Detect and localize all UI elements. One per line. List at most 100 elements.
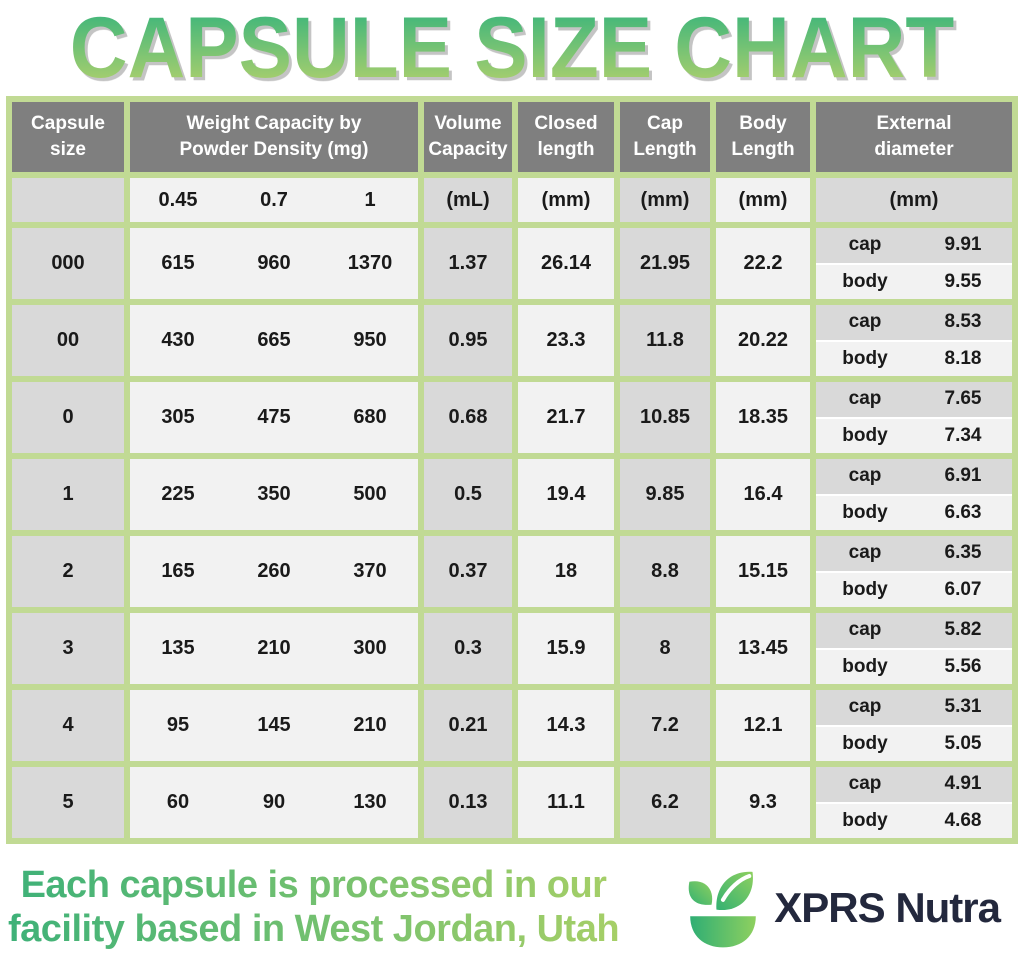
external-body-label: body: [842, 424, 888, 446]
weight-at-07: 665: [257, 329, 291, 351]
closed-length-cell: 11.1: [518, 767, 614, 838]
cap-length-cell: 6.2: [620, 767, 710, 838]
cap-length-cell: 7.2: [620, 690, 710, 761]
weight-at-045: 225: [161, 483, 195, 505]
unit-cap-cell: (mm): [620, 178, 710, 222]
external-cap-row: cap 7.65: [816, 382, 1012, 417]
weight-at-045: 135: [161, 637, 195, 659]
header-external-diameter: External diameter: [816, 102, 1012, 172]
body-length-cell: 20.22: [716, 305, 810, 376]
leaf-bowl-icon: [688, 871, 757, 948]
external-body-row: body 9.55: [816, 264, 1012, 299]
weight-capacity-cell: 430 665 950: [130, 305, 418, 376]
weight-capacity-cell: 135 210 300: [130, 613, 418, 684]
weight-at-07: 475: [257, 406, 291, 428]
page-title-wrap: CAPSULE SIZE CHART: [0, 0, 1024, 96]
body-length-cell: 9.3: [716, 767, 810, 838]
capsule-size-cell: 1: [12, 459, 124, 530]
unit-densities-cell: 0.45 0.7 1: [130, 178, 418, 222]
external-diameter-cell: cap 4.91 body 4.68: [816, 767, 1012, 838]
weight-at-1: 300: [353, 637, 387, 659]
external-diameter-cell: cap 5.82 body 5.56: [816, 613, 1012, 684]
external-diameter-cell: cap 7.65 body 7.34: [816, 382, 1012, 453]
header-body-line2: Length: [731, 139, 795, 160]
external-body-row: body 4.68: [816, 803, 1012, 838]
unit-external-cell: (mm): [816, 178, 1012, 222]
external-cap-value: 4.91: [944, 773, 982, 795]
capsule-size-cell: 4: [12, 690, 124, 761]
external-cap-label: cap: [848, 619, 882, 641]
capsule-size-cell: 000: [12, 228, 124, 299]
body-length-cell: 15.15: [716, 536, 810, 607]
header-weight-line1: Weight Capacity by: [186, 113, 362, 135]
header-closed-line2: length: [537, 139, 595, 160]
external-cap-row: cap 6.35: [816, 536, 1012, 571]
weight-at-1: 950: [353, 329, 387, 351]
density-07: 0.7: [260, 188, 288, 211]
external-body-value: 5.56: [944, 655, 982, 677]
header-weight-line2: Powder Density (mg): [179, 139, 369, 160]
external-cap-label: cap: [848, 773, 882, 795]
external-body-row: body 5.56: [816, 649, 1012, 684]
weight-at-07: 210: [257, 637, 291, 659]
volume-capacity-cell: 0.37: [424, 536, 512, 607]
tagline-line2: facility based in West Jordan, Utah: [8, 907, 620, 950]
weight-at-1: 210: [353, 714, 387, 736]
body-length-cell: 22.2: [716, 228, 810, 299]
volume-capacity-cell: 0.5: [424, 459, 512, 530]
external-diameter-cell: cap 8.53 body 8.18: [816, 305, 1012, 376]
weight-at-045: 165: [161, 560, 195, 582]
external-cap-row: cap 4.91: [816, 767, 1012, 802]
header-capsule-size-label: Capsule size: [31, 113, 105, 160]
external-cap-row: cap 8.53: [816, 305, 1012, 340]
closed-length-cell: 19.4: [518, 459, 614, 530]
weight-at-045: 60: [166, 791, 190, 813]
closed-length-cell: 21.7: [518, 382, 614, 453]
unit-body-cell: (mm): [716, 178, 810, 222]
external-body-label: body: [842, 347, 888, 369]
weight-capacity-cell: 165 260 370: [130, 536, 418, 607]
external-body-label: body: [842, 501, 888, 523]
external-cap-label: cap: [848, 542, 882, 564]
volume-capacity-cell: 0.95: [424, 305, 512, 376]
external-body-value: 4.68: [944, 809, 982, 831]
density-1: 1: [364, 188, 376, 211]
volume-capacity-cell: 0.68: [424, 382, 512, 453]
external-cap-value: 6.91: [944, 465, 982, 487]
external-diameter-cell: cap 5.31 body 5.05: [816, 690, 1012, 761]
external-cap-row: cap 5.82: [816, 613, 1012, 648]
external-cap-value: 9.91: [944, 234, 982, 256]
external-cap-row: cap 6.91: [816, 459, 1012, 494]
external-cap-value: 5.82: [944, 619, 982, 641]
external-body-label: body: [842, 809, 888, 831]
external-body-row: body 6.07: [816, 572, 1012, 607]
cap-length-cell: 10.85: [620, 382, 710, 453]
capsule-size-cell: 00: [12, 305, 124, 376]
weight-at-1: 1370: [347, 252, 393, 274]
tagline-line1: Each capsule is processed in our: [20, 864, 607, 906]
cap-length-cell: 8: [620, 613, 710, 684]
external-body-row: body 5.05: [816, 726, 1012, 761]
header-volume-line1: Volume: [434, 113, 502, 135]
weight-capacity-cell: 615 960 1370: [130, 228, 418, 299]
header-capsule-size: Capsule size: [12, 102, 124, 172]
cap-length-cell: 11.8: [620, 305, 710, 376]
header-closed-length: Closed length: [518, 102, 614, 172]
volume-capacity-cell: 0.21: [424, 690, 512, 761]
external-cap-value: 8.53: [944, 311, 982, 333]
cap-length-cell: 9.85: [620, 459, 710, 530]
weight-capacity-cell: 225 350 500: [130, 459, 418, 530]
external-diameter-cell: cap 6.35 body 6.07: [816, 536, 1012, 607]
brand-logo: XPRS Nutra: [682, 865, 1001, 951]
weight-at-1: 370: [353, 560, 387, 582]
external-body-value: 6.63: [944, 501, 982, 523]
weight-at-1: 130: [353, 791, 387, 813]
weight-at-045: 430: [161, 329, 195, 351]
header-cap-line2: Length: [633, 139, 697, 160]
body-length-cell: 13.45: [716, 613, 810, 684]
cap-length-cell: 21.95: [620, 228, 710, 299]
header-closed-line1: Closed: [534, 113, 598, 135]
external-body-value: 9.55: [944, 270, 982, 292]
external-body-row: body 7.34: [816, 418, 1012, 453]
external-body-row: body 6.63: [816, 495, 1012, 530]
